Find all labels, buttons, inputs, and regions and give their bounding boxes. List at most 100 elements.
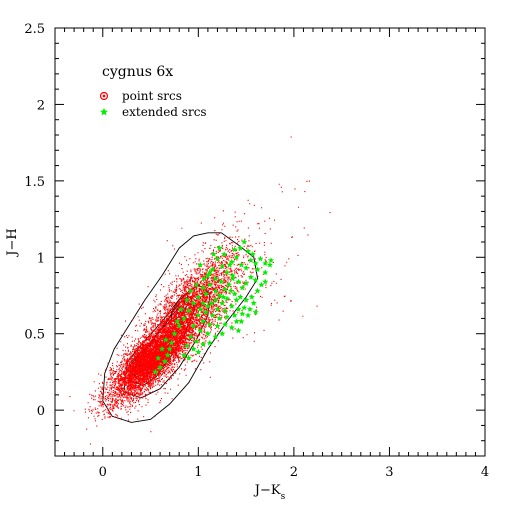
extended-src-point bbox=[162, 336, 169, 343]
point-srcs-points bbox=[69, 136, 331, 445]
extended-src-point bbox=[262, 260, 269, 266]
point-srcs-marker-core bbox=[102, 94, 106, 98]
extended-src-point bbox=[267, 261, 273, 268]
y-tick-label: 2.5 bbox=[24, 22, 45, 37]
legend-marker-extended-srcs bbox=[100, 107, 108, 116]
extended-src-point bbox=[254, 287, 261, 294]
extended-src-point bbox=[245, 248, 252, 254]
extended-src-point bbox=[221, 251, 228, 257]
extended-src-point bbox=[238, 261, 245, 268]
extended-src-point bbox=[258, 281, 265, 288]
extended-src-point bbox=[228, 258, 235, 265]
legend-marker-point-srcs bbox=[99, 91, 109, 101]
extended-src-point bbox=[231, 312, 238, 318]
extended-src-point bbox=[254, 266, 261, 273]
extended-src-point bbox=[190, 322, 197, 329]
extended-src-point bbox=[262, 278, 269, 285]
tick-labels: 0 1 2 3 4 0 0.5 1 1.5 2 2.5 bbox=[24, 22, 489, 480]
y-axis-label: J−H bbox=[5, 228, 20, 257]
extended-src-point bbox=[222, 321, 229, 328]
extended-src-point bbox=[200, 341, 207, 347]
point-srcs-series bbox=[69, 136, 331, 445]
extended-src-point bbox=[157, 364, 164, 370]
extended-src-point bbox=[235, 327, 242, 334]
extended-src-point bbox=[206, 339, 213, 346]
extended-src-point bbox=[243, 296, 250, 303]
extended-src-point bbox=[216, 292, 223, 299]
extended-src-point bbox=[208, 299, 215, 306]
extended-src-point bbox=[183, 296, 190, 303]
extended-src-point bbox=[204, 330, 211, 337]
extended-src-point bbox=[171, 330, 178, 337]
x-tick-label: 1 bbox=[194, 465, 202, 480]
extended-src-point bbox=[262, 269, 269, 276]
extended-src-point bbox=[235, 306, 242, 312]
extended-src-point bbox=[228, 324, 235, 331]
extended-src-point bbox=[201, 275, 208, 282]
extended-src-point bbox=[187, 287, 194, 294]
extended-src-point bbox=[181, 351, 187, 358]
extended-src-point bbox=[219, 299, 226, 306]
extended-src-point bbox=[237, 244, 244, 251]
extended-src-point bbox=[176, 322, 183, 329]
y-tick-label: 0.5 bbox=[24, 328, 45, 343]
legend-entry-point-srcs: point srcs bbox=[99, 89, 182, 103]
point-srcs-marker bbox=[99, 91, 109, 101]
y-tick-label: 1.5 bbox=[24, 175, 45, 190]
extended-src-point bbox=[243, 280, 250, 286]
extended-src-point bbox=[257, 255, 264, 262]
extended-src-point bbox=[212, 333, 219, 340]
extended-src-point bbox=[212, 287, 219, 294]
extended-src-point bbox=[200, 284, 207, 291]
extended-src-point bbox=[197, 261, 204, 268]
x-tick-label: 4 bbox=[481, 465, 489, 480]
y-tick-label: 2 bbox=[37, 98, 45, 113]
legend-label-extended-srcs: extended srcs bbox=[122, 105, 207, 119]
extended-src-point bbox=[206, 281, 213, 288]
extended-src-point bbox=[239, 284, 246, 291]
extended-src-point bbox=[168, 339, 175, 346]
extended-src-point bbox=[161, 358, 168, 364]
extended-src-point bbox=[239, 310, 246, 317]
y-tick-label: 1 bbox=[37, 251, 45, 266]
extended-src-point bbox=[206, 269, 213, 276]
x-tick-label: 0 bbox=[99, 465, 107, 480]
extended-src-point bbox=[204, 303, 211, 309]
x-axis-label: J−Ks bbox=[253, 483, 286, 502]
extended-src-point bbox=[214, 306, 221, 312]
extended-srcs-marker bbox=[100, 107, 108, 116]
extended-src-point bbox=[247, 257, 254, 263]
extended-src-point bbox=[159, 345, 166, 352]
extended-src-point bbox=[166, 345, 173, 352]
extended-src-point bbox=[222, 286, 229, 292]
extended-src-point bbox=[200, 299, 207, 306]
extended-src-point bbox=[164, 351, 171, 358]
extended-src-point bbox=[233, 254, 240, 260]
extended-src-point bbox=[200, 318, 207, 325]
extended-src-point bbox=[267, 257, 274, 263]
extended-src-point bbox=[216, 315, 223, 321]
extended-src-point bbox=[212, 275, 219, 282]
legend-entry-extended-srcs: extended srcs bbox=[100, 105, 207, 119]
extended-src-point bbox=[152, 368, 159, 375]
extended-src-point bbox=[219, 263, 226, 269]
extended-src-point bbox=[225, 281, 232, 288]
extended-src-point bbox=[187, 333, 194, 340]
extended-src-point bbox=[250, 299, 257, 306]
extended-srcs-series bbox=[152, 238, 274, 375]
extended-src-point bbox=[195, 312, 202, 318]
extended-src-point bbox=[218, 278, 225, 285]
extended-src-point bbox=[220, 293, 227, 300]
axis-ticks bbox=[54, 27, 486, 457]
extended-src-point bbox=[183, 342, 190, 349]
extended-src-point bbox=[241, 238, 248, 245]
extended-src-point bbox=[209, 312, 216, 318]
extended-src-point bbox=[243, 264, 250, 271]
legend: cygnus 6x point srcs extended srcs bbox=[99, 64, 207, 119]
extended-src-point bbox=[233, 318, 240, 325]
extended-src-point bbox=[248, 293, 255, 300]
extended-src-point bbox=[209, 266, 216, 273]
x-tick-label: 3 bbox=[385, 465, 393, 480]
extended-src-point bbox=[212, 296, 219, 303]
